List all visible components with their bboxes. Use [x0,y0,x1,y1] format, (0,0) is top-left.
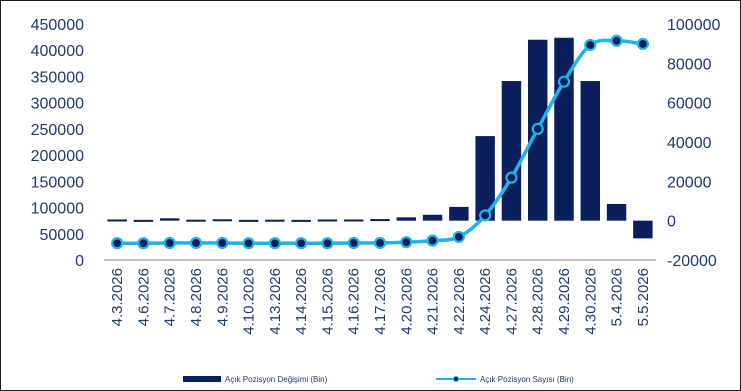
y-right-tick-label: 100000 [667,17,720,34]
bar [213,219,232,221]
line-point [428,236,438,246]
line-point [165,238,175,248]
x-tick-label: 4.22.2026 [451,268,468,335]
x-tick-label: 4.17.2026 [372,268,389,335]
x-tick-label: 4.7.2026 [162,268,179,326]
x-tick-label: 4.3.2026 [109,268,126,326]
line-point [533,124,543,134]
x-tick-label: 4.29.2026 [556,268,573,335]
y-left-tick-label: 300000 [31,96,84,113]
y-right-tick-label: 80000 [667,56,712,73]
bar [344,219,363,221]
bar [449,207,468,221]
bar [239,220,258,222]
bar [265,220,284,222]
y-right-tick-label: 40000 [667,135,712,152]
line-point [138,238,148,248]
y-left-tick-label: 250000 [31,122,84,139]
bar [107,219,126,221]
line-point [559,77,569,87]
bar [397,217,416,220]
y-left-tick-label: 200000 [31,148,84,165]
line-point [349,238,359,248]
bar [134,220,153,222]
line-point [480,210,490,220]
x-tick-label: 4.20.2026 [398,268,415,335]
y-left-tick-label: 400000 [31,43,84,60]
bar [607,204,626,221]
line-point [322,238,332,248]
bar [554,38,573,221]
x-tick-label: 4.13.2026 [267,268,284,335]
bar [318,219,337,221]
legend-line-label: Açık Pozisyon Sayısı (Bin) [480,375,574,384]
bar [423,215,442,221]
line-point [506,173,516,183]
bar [186,220,205,222]
line-point [296,238,306,248]
legend-bar-swatch [183,376,221,382]
x-tick-label: 4.9.2026 [214,268,231,326]
line-point [270,238,280,248]
x-tick-label: 4.30.2026 [582,268,599,335]
y-right-tick-label: 0 [667,214,676,231]
x-tick-label: 4.21.2026 [425,268,442,335]
x-tick-label: 4.28.2026 [530,268,547,335]
line-point [191,238,201,248]
bar [633,221,652,239]
y-left-tick-label: 0 [75,253,84,270]
y-left-tick-label: 150000 [31,174,84,191]
x-tick-label: 4.8.2026 [188,268,205,326]
x-tick-label: 4.10.2026 [241,268,258,335]
y-left-tick-label: 350000 [31,69,84,86]
bar [160,218,179,220]
line-point [401,237,411,247]
line-point [454,232,464,242]
x-tick-label: 5.5.2026 [635,268,652,326]
x-tick-label: 4.6.2026 [135,268,152,326]
y-left-tick-label: 450000 [31,17,84,34]
line-point [244,238,254,248]
line-point [112,238,122,248]
bar [291,220,310,222]
bar [502,81,521,221]
x-tick-label: 4.16.2026 [346,268,363,335]
x-tick-label: 5.4.2026 [609,268,626,326]
y-right-tick-label: 60000 [667,96,712,113]
y-right-tick-label: 20000 [667,174,712,191]
x-tick-label: 4.27.2026 [503,268,520,335]
y-left-tick-label: 100000 [31,201,84,218]
x-tick-label: 4.15.2026 [319,268,336,335]
bar [370,219,389,221]
line-point [638,39,648,49]
line-point [375,238,385,248]
y-left-tick-label: 50000 [40,227,85,244]
line-point [585,40,595,50]
bar [581,81,600,221]
legend-line-marker [454,377,459,382]
y-right-tick-label: -20000 [667,253,717,270]
line-point [217,238,227,248]
x-tick-label: 4.24.2026 [477,268,494,335]
legend-bar-label: Açık Pozisyon Değişimi (Bin) [225,375,328,384]
line-point [612,36,622,46]
x-tick-label: 4.14.2026 [293,268,310,335]
